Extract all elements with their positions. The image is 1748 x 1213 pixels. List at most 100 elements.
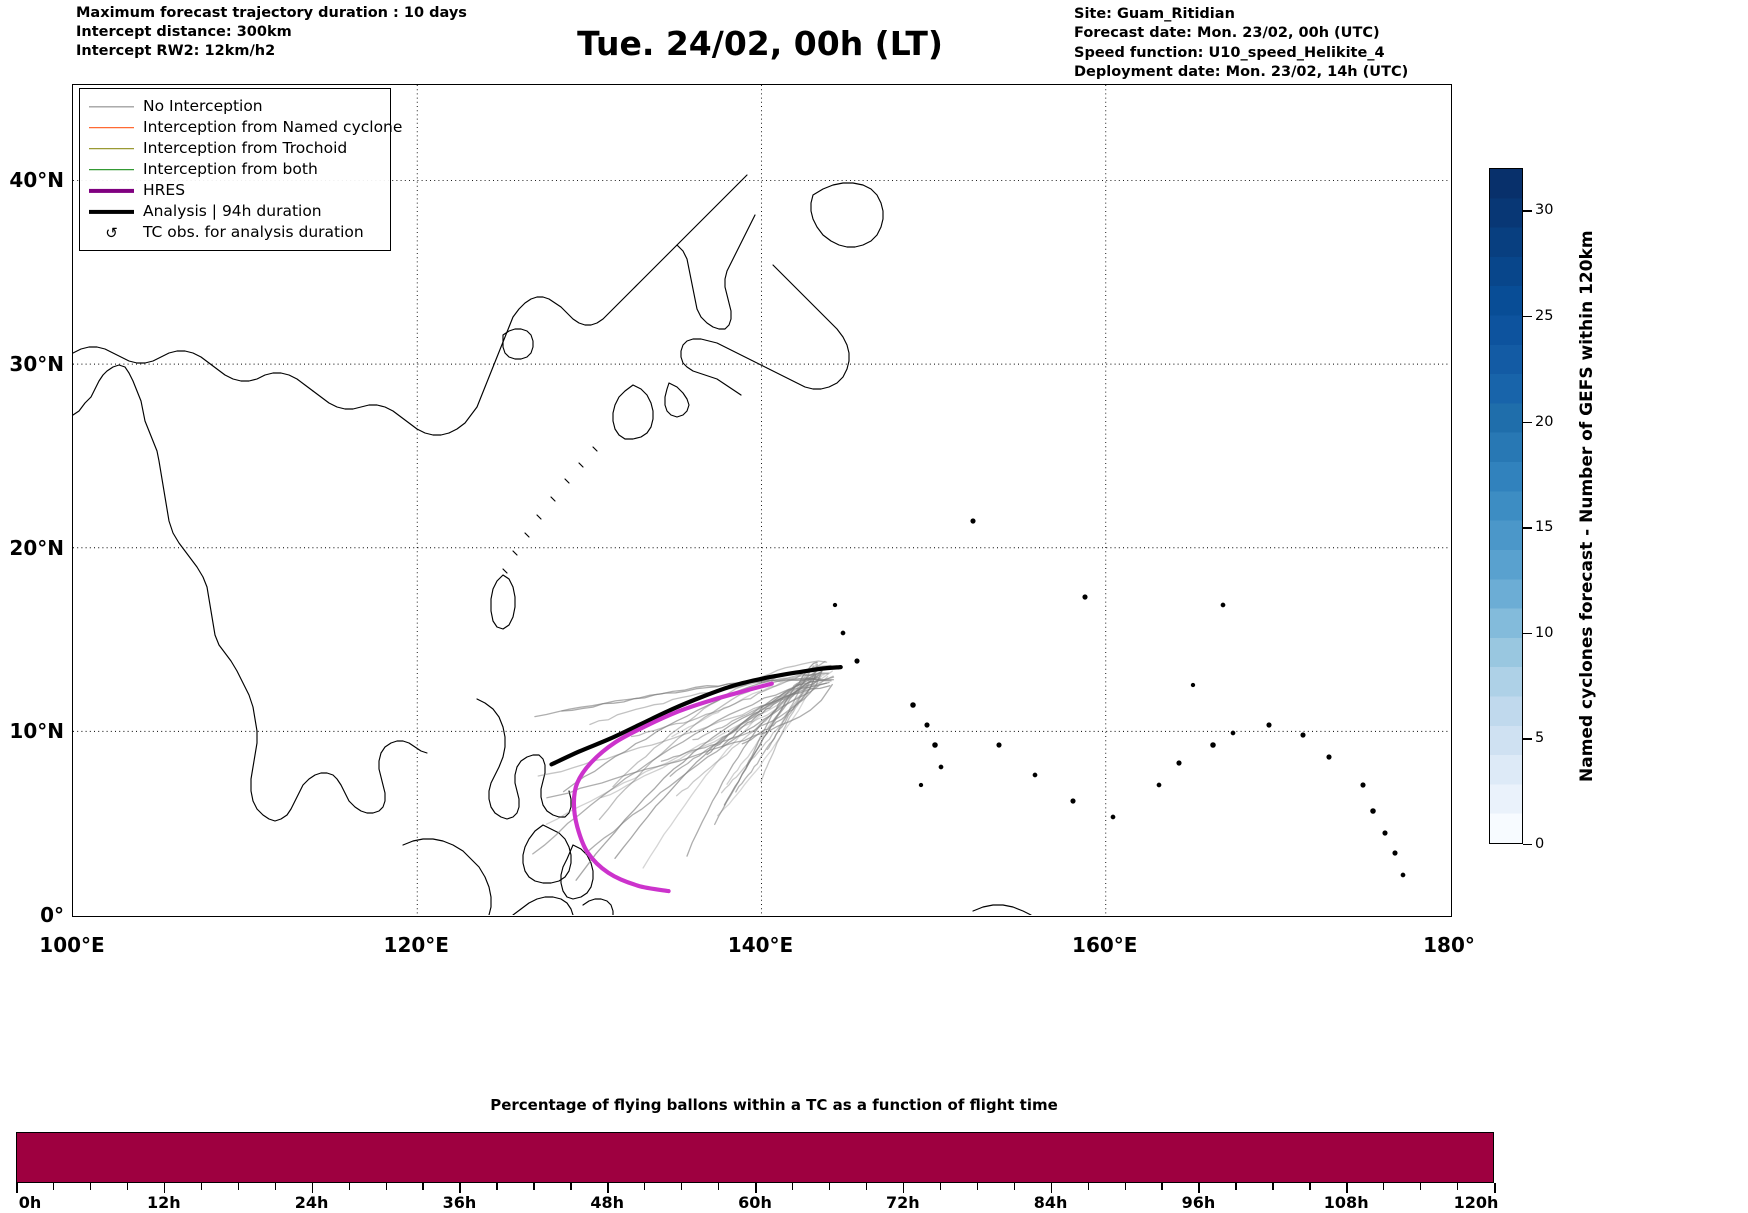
time-minor-tick <box>274 1183 276 1190</box>
ensemble-member-track <box>532 676 835 855</box>
header-right-line-1: Forecast date: Mon. 23/02, 00h (UTC) <box>1074 25 1380 42</box>
ensemble-member-track <box>575 685 831 881</box>
time-major-tick-60 <box>755 1183 757 1193</box>
colorbar-tick-label-15: 15 <box>1535 519 1554 536</box>
lat-tick-label-30: 30°N <box>9 352 64 377</box>
time-major-tick-48 <box>607 1183 609 1193</box>
legend-item-label: Interception from Named cyclone <box>143 117 403 136</box>
ensemble-trajectories <box>532 660 835 881</box>
ensemble-member-track <box>562 664 832 793</box>
header-left-info: Maximum forecast trajectory duration : 1… <box>76 4 636 61</box>
ensemble-member-track <box>726 663 818 785</box>
time-minor-tick <box>939 1183 942 1190</box>
hres-trajectory <box>571 681 774 894</box>
ensemble-member-track <box>660 668 824 762</box>
colorbar-tick-label-10: 10 <box>1535 624 1554 641</box>
ensemble-member-track <box>686 677 821 857</box>
legend-item-label: Interception from both <box>143 159 318 178</box>
legend-line-swatch <box>89 100 134 114</box>
legend-line-swatch <box>89 184 134 198</box>
time-major-tick-72 <box>902 1183 905 1193</box>
ensemble-member-track <box>741 674 817 745</box>
coastlines <box>73 174 1406 915</box>
time-minor-tick <box>422 1183 424 1190</box>
ensemble-member-track <box>598 673 829 821</box>
time-minor-tick <box>533 1183 535 1190</box>
ensemble-member-track <box>584 681 830 855</box>
colorbar-tick-30 <box>1523 210 1532 212</box>
ensemble-member-track <box>745 677 816 767</box>
map-legend[interactable]: No Interception Interception from Named c… <box>79 88 402 251</box>
time-minor-tick <box>644 1183 646 1190</box>
time-axis-label-96: 96h <box>1181 1193 1216 1212</box>
colorbar-tick-20 <box>1523 421 1532 423</box>
time-minor-tick <box>1457 1183 1459 1190</box>
time-major-tick-96 <box>1198 1183 1200 1193</box>
legend-line-swatch <box>89 163 134 177</box>
time-minor-tick <box>1013 1183 1015 1190</box>
time-minor-tick <box>681 1183 683 1190</box>
cyclone-icon: ↺ <box>105 223 118 242</box>
map-panel[interactable] <box>72 84 1452 917</box>
flight-time-axis: 0h 12h 24h 36h 48h 60h 72h 84h 96h 108h 120h <box>16 1183 1498 1213</box>
time-minor-tick <box>1309 1183 1311 1190</box>
time-major-tick-84 <box>1050 1183 1053 1193</box>
page-title: Tue. 24/02, 00h (LT) <box>577 24 943 63</box>
ensemble-member-track <box>614 682 828 859</box>
legend-item-1[interactable]: Interception from Named cyclone <box>89 117 402 138</box>
legend-item-label: TC obs. for analysis duration <box>143 222 364 241</box>
time-major-tick-12 <box>163 1183 166 1193</box>
analysis-trajectory <box>549 665 843 767</box>
ensemble-member-track <box>760 683 815 783</box>
time-minor-tick <box>1124 1183 1126 1190</box>
lon-tick-label-180: 180° <box>1423 933 1475 957</box>
ensemble-member-track <box>723 661 818 806</box>
time-minor-tick <box>385 1183 387 1190</box>
legend-item-label: Interception from Trochoid <box>143 138 348 157</box>
colorbar-panel[interactable]: 0 5 10 15 20 25 30 <box>1489 168 1553 852</box>
time-minor-tick <box>52 1183 55 1190</box>
time-major-tick-36 <box>459 1183 461 1193</box>
time-minor-tick <box>791 1183 794 1190</box>
time-minor-tick <box>1420 1183 1422 1190</box>
legend-item-label: Analysis | 94h duration <box>143 201 322 220</box>
colorbar-tick-label-30: 30 <box>1535 202 1554 219</box>
map-gridlines <box>73 85 1450 915</box>
legend-line-swatch <box>89 205 134 219</box>
legend-item-3[interactable]: Interception from both <box>89 159 381 180</box>
lon-tick-label-120: 120°E <box>383 933 449 957</box>
colorbar-title: Named cyclones forecast - Number of GEFS… <box>1577 230 1597 782</box>
ensemble-member-track <box>735 668 817 793</box>
lat-tick-label-40: 40°N <box>9 168 64 193</box>
time-minor-tick <box>828 1183 831 1190</box>
legend-item-0[interactable]: No Interception <box>89 96 381 117</box>
ensemble-member-track <box>534 678 834 718</box>
legend-line-swatch <box>89 142 134 156</box>
header-right-line-2: Speed function: U10_speed_Helikite_4 <box>1074 44 1385 61</box>
time-minor-tick <box>1383 1183 1385 1190</box>
ensemble-member-track <box>692 673 821 741</box>
lat-tick-label-0: 0° <box>40 903 64 927</box>
legend-item-5[interactable]: Analysis | 94h duration <box>89 201 381 222</box>
ensemble-member-track <box>720 663 818 794</box>
time-major-tick-0 <box>16 1183 18 1193</box>
time-minor-tick <box>496 1183 498 1190</box>
time-axis-label-0: 0h <box>18 1193 42 1212</box>
ensemble-member-track <box>716 664 819 817</box>
legend-item-4[interactable]: HRES <box>89 180 381 201</box>
legend-item-2[interactable]: Interception from Trochoid <box>89 138 381 159</box>
percentage-bar[interactable] <box>16 1132 1494 1183</box>
legend-item-6[interactable]: ↺ TC obs. for analysis duration <box>89 222 381 243</box>
percentage-bar-caption: Percentage of flying ballons within a TC… <box>490 1096 1058 1114</box>
lat-tick-label-20: 20°N <box>9 535 64 560</box>
colorbar-tick-10 <box>1523 632 1532 635</box>
time-axis-label-84: 84h <box>1033 1193 1068 1212</box>
time-axis-label-72: 72h <box>885 1193 920 1212</box>
header-left-line-2: Intercept RW2: 12km/h2 <box>76 42 276 59</box>
time-minor-tick <box>976 1183 978 1190</box>
time-minor-tick <box>348 1183 350 1190</box>
time-minor-tick <box>89 1183 92 1190</box>
map-canvas <box>73 85 1450 915</box>
time-minor-tick <box>1235 1183 1237 1190</box>
ensemble-member-track <box>600 676 829 799</box>
